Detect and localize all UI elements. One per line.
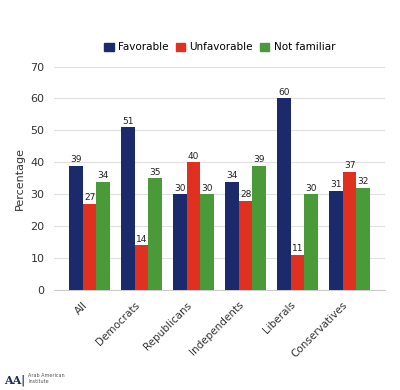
Bar [304,194,318,290]
Text: AA|: AA| [4,375,25,386]
Bar [252,165,266,290]
Text: 28: 28 [240,190,251,199]
Bar [122,127,135,290]
Text: 60: 60 [278,88,290,97]
Bar [356,188,370,290]
Text: 37: 37 [344,161,356,170]
Text: 34: 34 [98,171,109,180]
Bar [226,181,239,290]
Text: Arab American
Institute: Arab American Institute [28,373,65,384]
Y-axis label: Percentage: Percentage [15,147,25,210]
Text: 34: 34 [226,171,238,180]
Text: 14: 14 [136,235,147,244]
Text: 35: 35 [150,168,161,177]
Bar [291,255,304,290]
Bar [187,162,200,290]
Text: 51: 51 [122,117,134,126]
Text: 30: 30 [306,184,317,193]
Bar [174,194,187,290]
Bar [83,204,96,290]
Text: 27: 27 [84,193,95,202]
Legend: Favorable, Unfavorable, Not familiar: Favorable, Unfavorable, Not familiar [100,38,339,57]
Bar [96,181,110,290]
Bar [135,245,148,290]
Bar [239,201,252,290]
Text: 30: 30 [174,184,186,193]
Bar [70,165,83,290]
Text: 11: 11 [292,245,304,254]
Text: 31: 31 [330,181,342,190]
Bar [343,172,356,290]
Text: 30: 30 [202,184,213,193]
Bar [330,191,343,290]
Text: 39: 39 [70,155,82,164]
Text: 32: 32 [358,177,369,186]
Bar [278,98,291,290]
Bar [200,194,214,290]
Text: 40: 40 [188,152,199,161]
Bar [148,178,162,290]
Text: 39: 39 [254,155,265,164]
